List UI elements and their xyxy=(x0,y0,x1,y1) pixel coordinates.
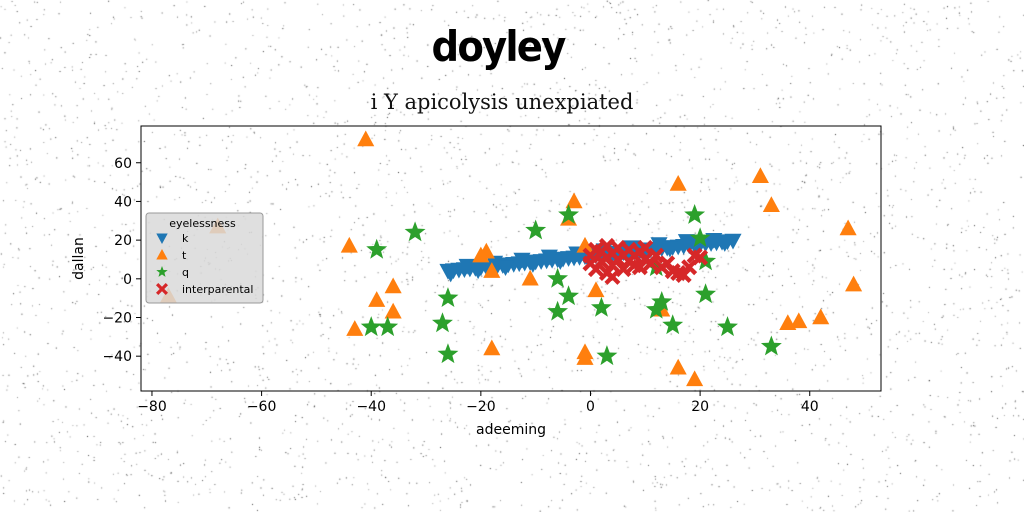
x-tick-label: 40 xyxy=(801,399,819,415)
x-tick-label: 0 xyxy=(586,399,595,415)
data-point xyxy=(845,276,862,292)
y-tick-label: 60 xyxy=(114,156,132,172)
x-axis-label: adeeming xyxy=(476,422,546,438)
y-tick-label: 40 xyxy=(114,194,132,210)
data-point xyxy=(684,204,705,224)
data-point xyxy=(591,297,612,317)
data-point xyxy=(717,316,738,336)
data-point xyxy=(525,219,546,239)
data-point xyxy=(385,278,402,294)
data-point xyxy=(442,267,459,283)
data-point xyxy=(522,270,539,286)
series-q xyxy=(361,204,782,365)
data-point xyxy=(596,345,617,365)
data-point xyxy=(432,312,453,332)
data-point xyxy=(547,268,568,288)
x-tick-label: −20 xyxy=(466,399,496,415)
data-point xyxy=(483,339,500,355)
legend-title: eyelessness xyxy=(169,217,236,230)
data-point xyxy=(438,287,459,307)
x-tick-label: 20 xyxy=(691,399,709,415)
data-point xyxy=(341,237,358,253)
data-point xyxy=(385,303,402,319)
plot-area xyxy=(160,131,862,387)
data-point xyxy=(368,291,385,307)
data-point xyxy=(812,308,829,324)
legend-label: q xyxy=(182,266,189,279)
data-point xyxy=(790,312,807,328)
legend-label: interparental xyxy=(182,283,253,296)
data-point xyxy=(761,336,782,356)
y-axis-label: dallan xyxy=(71,237,87,280)
data-point xyxy=(763,196,780,212)
legend: eyelessness ktq interparental xyxy=(146,213,263,303)
data-point xyxy=(662,314,683,334)
data-point xyxy=(686,370,703,386)
data-point xyxy=(670,175,687,191)
data-point xyxy=(377,316,398,336)
data-point xyxy=(840,220,857,236)
y-tick-label: −20 xyxy=(102,310,132,326)
x-tick-label: −60 xyxy=(247,399,277,415)
legend-label: k xyxy=(182,232,189,245)
data-point xyxy=(405,221,426,241)
legend-label: t xyxy=(182,249,187,262)
data-point xyxy=(547,301,568,321)
x-tick-label: −80 xyxy=(137,399,167,415)
data-point xyxy=(587,281,604,297)
data-point xyxy=(357,131,374,147)
y-tick-label: −40 xyxy=(102,349,132,365)
data-point xyxy=(695,283,716,303)
data-point xyxy=(438,343,459,363)
x-tick-label: −40 xyxy=(356,399,386,415)
data-point xyxy=(558,285,579,305)
data-point xyxy=(366,239,387,259)
data-point xyxy=(361,316,382,336)
data-point xyxy=(752,167,769,183)
data-point xyxy=(346,320,363,336)
data-point xyxy=(576,343,593,359)
data-point xyxy=(604,269,620,285)
y-tick-label: 20 xyxy=(114,233,132,249)
y-tick-label: 0 xyxy=(123,272,132,288)
data-point xyxy=(670,359,687,375)
